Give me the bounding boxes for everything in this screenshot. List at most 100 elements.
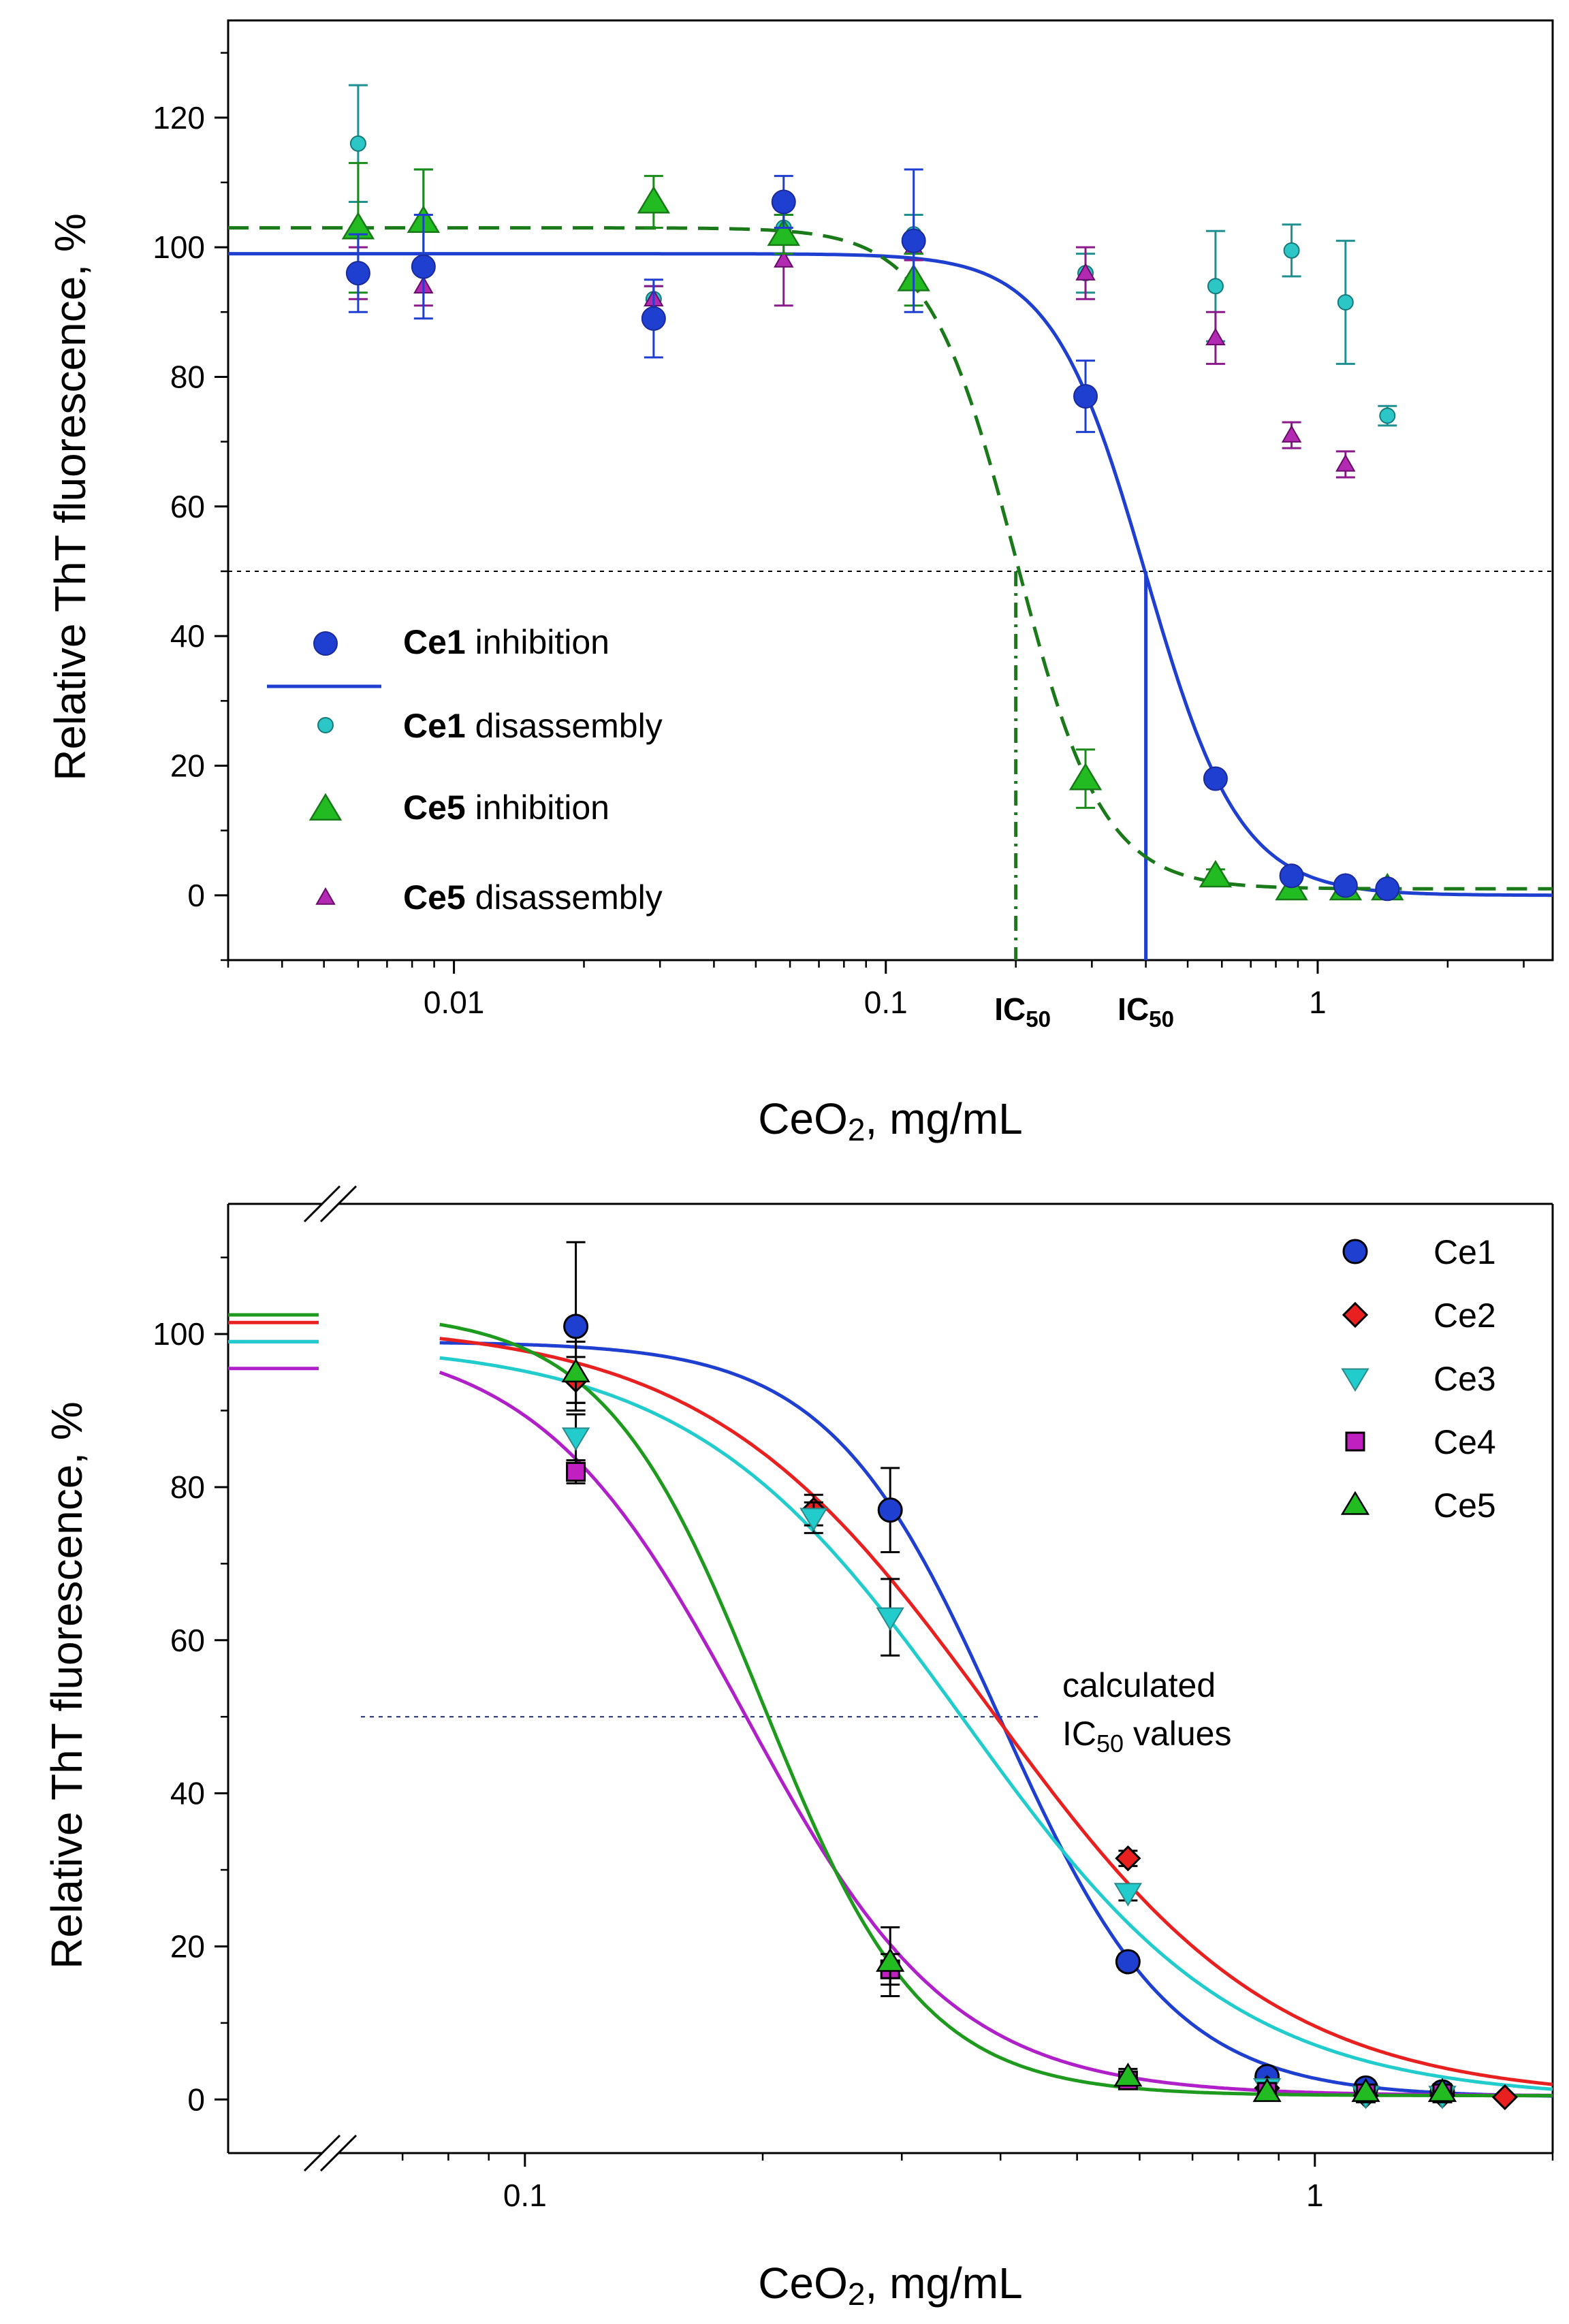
legend-label-text: disassembly [466, 707, 663, 745]
legend-label: Ce4 [1433, 1423, 1496, 1461]
fit-curve [228, 252, 1553, 897]
data-point [563, 1314, 589, 1339]
axis-break-mark [303, 2134, 341, 2172]
y-tick-label: 0 [187, 878, 205, 913]
y-tick-label: 60 [170, 1623, 205, 1658]
data-point [1333, 873, 1358, 898]
series-group [562, 1356, 1518, 2111]
fit-curve [228, 226, 1553, 891]
y-tick-label: 120 [153, 100, 205, 136]
ic50-marker-label: IC50 [1118, 991, 1174, 1032]
legend-label-text: inhibition [466, 789, 609, 827]
x-tick-label: 1 [1309, 985, 1327, 1020]
legend: Ce1 Ce2 Ce3 Ce4 Ce5 [1340, 1233, 1496, 1525]
data-point [641, 306, 666, 331]
legend-label: Ce5 inhibition [403, 789, 609, 827]
y-tick-label: 80 [170, 1469, 205, 1505]
data-point [1279, 863, 1304, 889]
x-tick-label: 0.01 [424, 985, 485, 1020]
data-point [1283, 242, 1300, 259]
data-point [345, 261, 370, 286]
y-axis-title: Relative ThT fluorescence, % [42, 1401, 91, 1969]
data-point [1281, 425, 1302, 443]
legend-label: Ce2 [1433, 1296, 1496, 1335]
annotation-line2: IC50 values [1062, 1715, 1231, 1757]
legend-label: Ce3 [1433, 1360, 1496, 1398]
y-tick-label: 100 [153, 229, 205, 265]
legend-label-bold: Ce5 [403, 878, 466, 917]
data-point [877, 1497, 903, 1523]
data-point [771, 189, 796, 214]
legend-label: Ce5 [1433, 1486, 1496, 1525]
x-axis-title-sub: 2 [848, 2276, 866, 2312]
axis-break-mark [319, 2134, 358, 2172]
y-tick-label: 80 [170, 359, 205, 394]
legend-symbol [1341, 1368, 1369, 1392]
x-axis-title-rest: , mg/mL [866, 2259, 1023, 2308]
x-axis-title: CeO2, mg/mL [758, 1094, 1022, 1147]
legend-symbol [1340, 1491, 1370, 1515]
plot-frame [227, 19, 1554, 961]
legend-label-bold: Ce1 [403, 623, 466, 661]
x-tick-label: 1 [1306, 2178, 1324, 2213]
series-group [563, 1241, 1455, 2105]
data-point [1252, 2078, 1282, 2102]
data-point [901, 228, 926, 253]
ic50-marker-label-sub: 50 [1026, 1007, 1051, 1032]
x-axis-title: CeO2, mg/mL [758, 2259, 1022, 2312]
data-point [1375, 876, 1400, 902]
x-axis-title-main: CeO [758, 2259, 848, 2308]
y-axis-title: Relative ThT fluorescence, % [46, 213, 95, 781]
data-point [1073, 384, 1098, 409]
ic50-marker-label-main: IC [994, 991, 1026, 1027]
data-point [1115, 1949, 1141, 1975]
data-point [1068, 763, 1103, 791]
data-point [1203, 766, 1228, 791]
legend-label: Ce1 [1433, 1233, 1496, 1271]
data-point [561, 1358, 590, 1383]
data-point [1379, 407, 1396, 424]
x-tick-label: 0.1 [864, 985, 908, 1020]
legend-label-text: disassembly [466, 878, 663, 917]
y-tick-label: 0 [187, 2082, 205, 2117]
data-point [349, 135, 366, 152]
legend-symbol [1342, 1301, 1369, 1328]
data-point [1337, 294, 1354, 311]
ic50-marker-label: IC50 [994, 991, 1051, 1032]
y-tick-label: 20 [170, 1928, 205, 1964]
data-point [1199, 859, 1233, 888]
data-point [1335, 453, 1356, 472]
ic50-marker-label-main: IC [1118, 991, 1149, 1027]
legend-symbol [1342, 1239, 1368, 1264]
data-point [637, 186, 671, 214]
y-tick-label: 40 [170, 1776, 205, 1811]
x-axis-title-main: CeO [758, 1094, 848, 1143]
data-point [411, 254, 436, 279]
data-point [799, 1508, 828, 1531]
x-axis-title-rest: , mg/mL [866, 1094, 1023, 1143]
annotation-line2-main: IC [1062, 1715, 1096, 1753]
data-point [767, 218, 801, 246]
series-group [561, 1413, 1457, 2110]
y-tick-label: 60 [170, 489, 205, 524]
data-point [774, 250, 794, 268]
data-point [876, 1607, 904, 1631]
data-point [876, 1947, 905, 1972]
annotation-line1: calculated [1062, 1666, 1216, 1704]
data-point [1427, 2078, 1457, 2102]
annotation-line2-rest: values [1124, 1715, 1231, 1753]
ic50-marker-label-sub: 50 [1149, 1007, 1174, 1032]
data-point [1075, 263, 1096, 281]
fit-curve [439, 1337, 1553, 2086]
legend-symbol [308, 793, 343, 821]
x-tick-label: 0.1 [503, 2178, 547, 2213]
data-point [1207, 278, 1224, 295]
legend-symbol [1345, 1431, 1365, 1452]
fit-curve [439, 1356, 1553, 2091]
fit-curve [439, 1371, 1553, 2097]
data-point [1113, 1883, 1143, 1907]
legend-label: Ce5 disassembly [403, 878, 663, 917]
